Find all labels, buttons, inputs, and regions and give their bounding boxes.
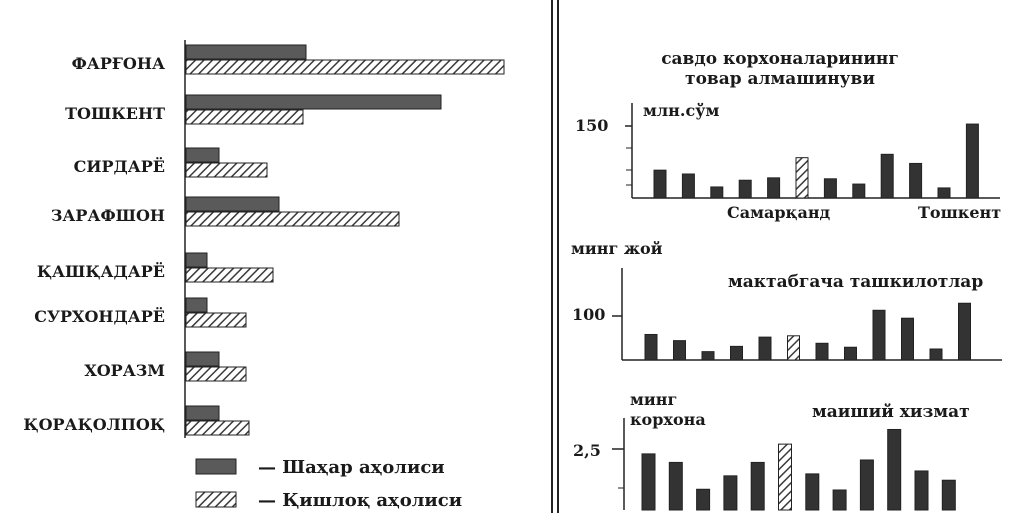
- category-label: ЗАРАФШОН: [51, 206, 165, 225]
- urban-bar: [185, 252, 208, 268]
- legend-swatch-urban: [195, 458, 237, 475]
- column-bar: [937, 187, 951, 199]
- column-bar: [730, 345, 743, 361]
- trade-title-line-2: товар алмашинуви: [685, 69, 875, 89]
- column-bar: [641, 453, 656, 511]
- column-bar: [852, 183, 866, 199]
- highlighted-bar: [778, 443, 792, 511]
- urban-bar: [185, 44, 307, 60]
- column-bar: [767, 177, 781, 199]
- rural-bar: [185, 211, 400, 227]
- urban-bar: [185, 196, 280, 212]
- trade-ylabel: млн.сўм: [643, 101, 719, 120]
- column-bar: [844, 346, 857, 361]
- legend-label-rural: — Қишлоқ аҳолиси: [258, 490, 462, 511]
- column-bar: [723, 475, 738, 511]
- column-bar: [901, 317, 914, 361]
- column-bar: [653, 169, 667, 199]
- category-label: ФАРҒОНА: [72, 54, 165, 73]
- column-bar: [965, 123, 979, 199]
- category-label: ТОШКЕНТ: [65, 104, 165, 123]
- rural-bar: [185, 366, 247, 382]
- highlighted-bar: [795, 157, 809, 199]
- urban-bar: [185, 351, 220, 367]
- category-label: СИРДАРЁ: [74, 156, 165, 176]
- services-ylabel-line-1: минг: [630, 390, 677, 409]
- column-bar: [887, 428, 902, 511]
- preschool-ytick-label: 100: [572, 305, 605, 324]
- legend-swatch-rural: [195, 491, 237, 508]
- column-bar: [941, 479, 956, 511]
- category-label: ҚАШҚАДАРЁ: [37, 261, 165, 281]
- category-label: ХОРАЗМ: [84, 361, 165, 380]
- urban-bar: [185, 147, 220, 163]
- column-bar: [880, 153, 894, 199]
- column-bar: [668, 461, 683, 511]
- column-bar: [815, 342, 829, 361]
- column-bar: [696, 488, 711, 511]
- population-chart: ФАРҒОНА ТОШКЕНТ СИРДАРЁ ЗАРАФШОН ҚАШҚАДАРЁ СУ…: [23, 40, 505, 438]
- column-bar: [644, 333, 658, 361]
- column-bar: [832, 489, 847, 511]
- legend: — Шаҳар аҳолиси — Қишлоқ аҳолиси: [195, 457, 462, 511]
- column-bar: [673, 340, 686, 361]
- trade-chart: савдо корхоналарининг товар алмашинуви м…: [575, 49, 1001, 222]
- column-bar: [805, 473, 820, 511]
- rural-bar: [185, 420, 250, 436]
- column-bar: [859, 459, 874, 511]
- services-chart: минг корхона маиший хизмат 2,5: [573, 390, 970, 511]
- column-bar: [681, 173, 695, 199]
- highlighted-bar: [787, 335, 800, 361]
- column-bar: [758, 336, 772, 361]
- preschool-ylabel: минг жой: [571, 239, 663, 258]
- trade-label-tashkent: Тошкент: [918, 203, 1001, 222]
- column-bar: [738, 179, 752, 199]
- category-label: ҚОРАҚОЛПОҚ: [23, 415, 165, 434]
- legend-label-urban: — Шаҳар аҳолиси: [258, 457, 445, 478]
- category-label: СУРХОНДАРЁ: [34, 306, 165, 326]
- trade-ytick-label: 150: [575, 116, 608, 135]
- urban-bar: [185, 405, 220, 421]
- services-ylabel-line-2: корхона: [630, 410, 706, 429]
- trade-label-samarkand: Самарқанд: [727, 203, 831, 222]
- preschool-title: мактабгача ташкилотлар: [728, 272, 983, 292]
- urban-bar: [185, 297, 208, 313]
- services-title: маиший хизмат: [812, 402, 970, 422]
- rural-bar: [185, 59, 505, 75]
- rural-bar: [185, 312, 247, 328]
- preschool-chart: минг жой мактабгача ташкилотлар 100: [571, 239, 1002, 361]
- rural-bar: [185, 109, 304, 125]
- column-bar: [710, 186, 724, 199]
- urban-bar: [185, 94, 442, 110]
- services-ytick-label: 2,5: [573, 441, 601, 460]
- column-bar: [823, 178, 837, 199]
- trade-title-line-1: савдо корхоналарининг: [661, 49, 899, 69]
- rural-bar: [185, 162, 268, 178]
- column-bar: [909, 162, 923, 199]
- column-bar: [958, 302, 971, 361]
- column-bar: [750, 461, 765, 511]
- column-bar: [914, 470, 929, 511]
- column-bar: [929, 348, 943, 361]
- column-bar: [872, 309, 886, 361]
- rural-bar: [185, 267, 274, 283]
- column-bar: [701, 351, 715, 361]
